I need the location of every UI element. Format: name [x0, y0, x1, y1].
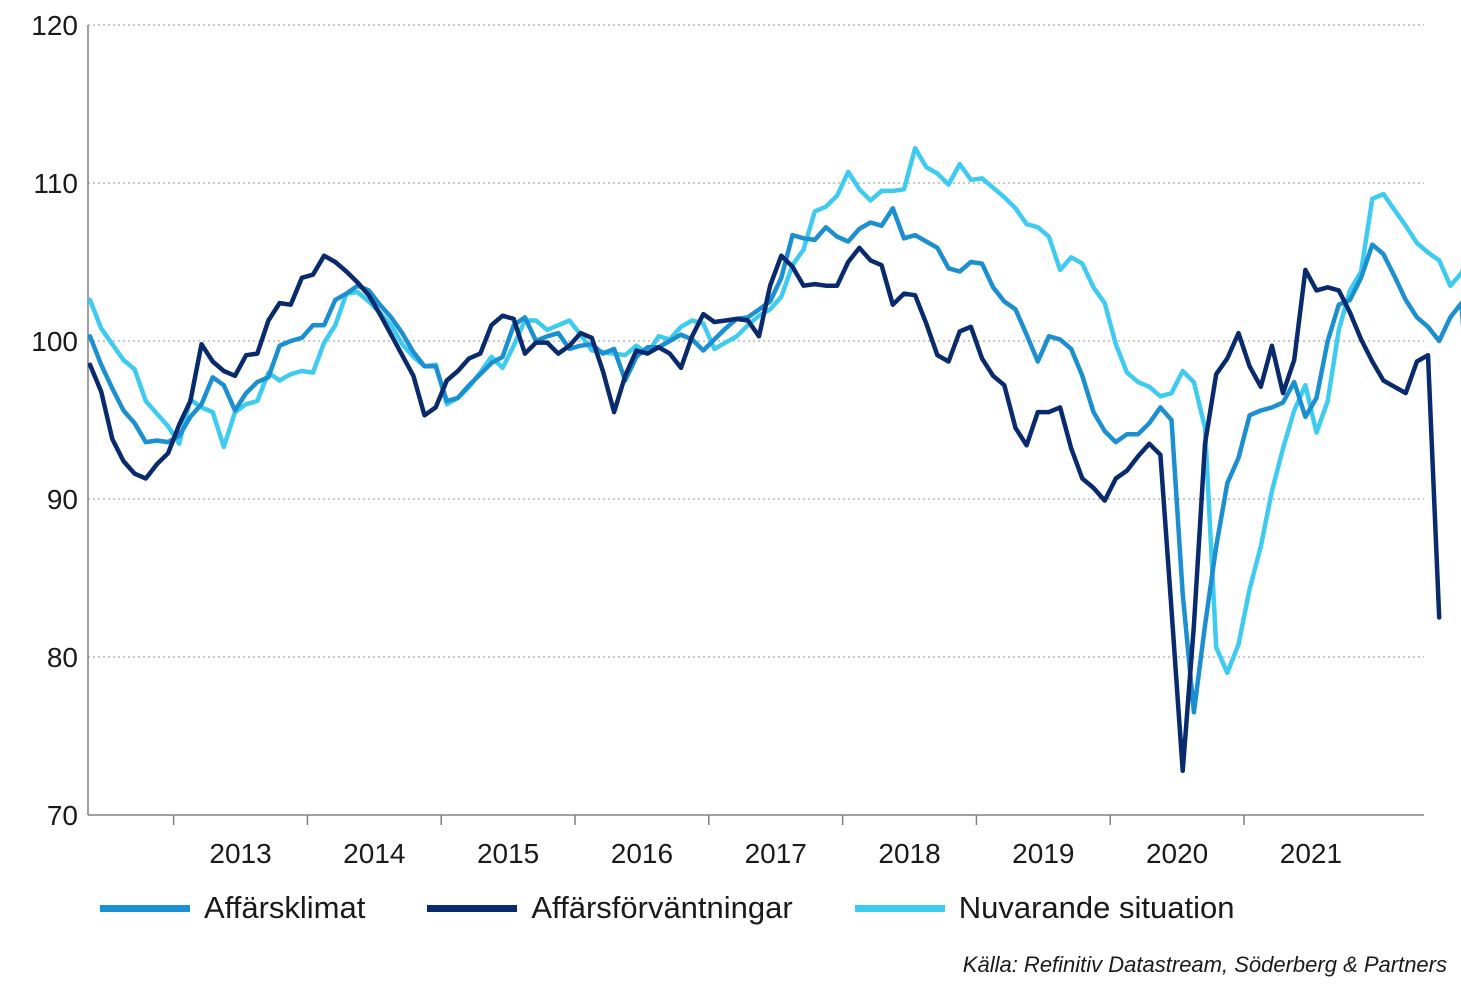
y-tick-label: 70	[47, 800, 78, 831]
legend-swatch-affarsforvantningar	[427, 904, 518, 912]
series-line-1	[87, 245, 1442, 774]
x-tick-labels: 2013 2014 2015 2016 2017 2018 2019 2020 2021	[209, 838, 1342, 869]
legend-label: Affärsförväntningar	[531, 890, 793, 925]
y-tick-label: 80	[47, 642, 78, 673]
x-tick-label: 2021	[1280, 838, 1342, 869]
legend-item-nuvarande-situation: Nuvarande situation	[854, 890, 1235, 926]
x-tick-label: 2017	[745, 838, 807, 869]
legend-swatch-affarsklimat	[100, 904, 190, 912]
x-tick-label: 2019	[1012, 838, 1074, 869]
axes	[87, 25, 1424, 825]
series-line-2	[87, 145, 1461, 676]
legend-item-affarsforvantningar: Affärsförväntningar	[427, 890, 793, 926]
y-tick-labels: 70 80 90 100 110 120	[31, 10, 78, 831]
y-tick-label: 90	[47, 484, 78, 515]
series-lines	[87, 145, 1461, 774]
legend-swatch-nuvarande-situation	[854, 904, 945, 912]
y-tick-label: 110	[33, 168, 78, 199]
line-chart: 70 80 90 100 110 120 2013 2014 2015 2016 2017 2018…	[31, 10, 1461, 869]
x-tick-label: 2014	[343, 838, 405, 869]
legend: Affärsklimat Affärsförväntningar Nuvaran…	[100, 890, 1296, 926]
legend-item-affarsklimat: Affärsklimat	[100, 890, 365, 926]
x-tick-label: 2018	[878, 838, 940, 869]
x-tick-label: 2013	[209, 838, 271, 869]
y-tick-label: 100	[31, 326, 78, 357]
x-tick-label: 2015	[477, 838, 539, 869]
y-tick-label: 120	[31, 10, 78, 41]
x-tick-label: 2020	[1146, 838, 1208, 869]
legend-label: Affärsklimat	[204, 890, 366, 925]
source-note: Källa: Refinitiv Datastream, Söderberg &…	[962, 952, 1447, 977]
x-tick-label: 2016	[611, 838, 673, 869]
series-line-0	[87, 206, 1461, 715]
legend-label: Nuvarande situation	[958, 890, 1235, 925]
